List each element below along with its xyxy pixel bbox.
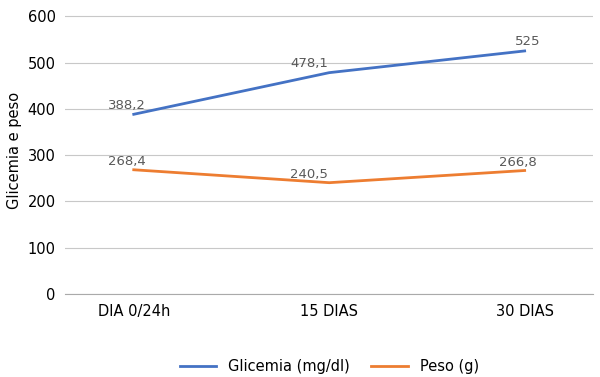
Y-axis label: Glicemia e peso: Glicemia e peso bbox=[7, 92, 22, 209]
Line: Peso (g): Peso (g) bbox=[134, 170, 524, 183]
Peso (g) bbox=[130, 167, 137, 172]
Glicemia (mg/dl) bbox=[130, 112, 137, 116]
Peso (g) bbox=[521, 168, 528, 173]
Text: 268,4: 268,4 bbox=[109, 155, 146, 168]
Text: 266,8: 266,8 bbox=[499, 156, 537, 169]
Text: 240,5: 240,5 bbox=[290, 168, 328, 181]
Glicemia (mg/dl) bbox=[521, 49, 528, 53]
Line: Glicemia (mg/dl): Glicemia (mg/dl) bbox=[134, 51, 524, 114]
Legend: Glicemia (mg/dl), Peso (g): Glicemia (mg/dl), Peso (g) bbox=[174, 353, 485, 377]
Glicemia (mg/dl) bbox=[326, 70, 333, 75]
Peso (g) bbox=[326, 181, 333, 185]
Text: 478,1: 478,1 bbox=[290, 57, 328, 70]
Text: 388,2: 388,2 bbox=[109, 99, 146, 112]
Text: 525: 525 bbox=[515, 35, 541, 48]
